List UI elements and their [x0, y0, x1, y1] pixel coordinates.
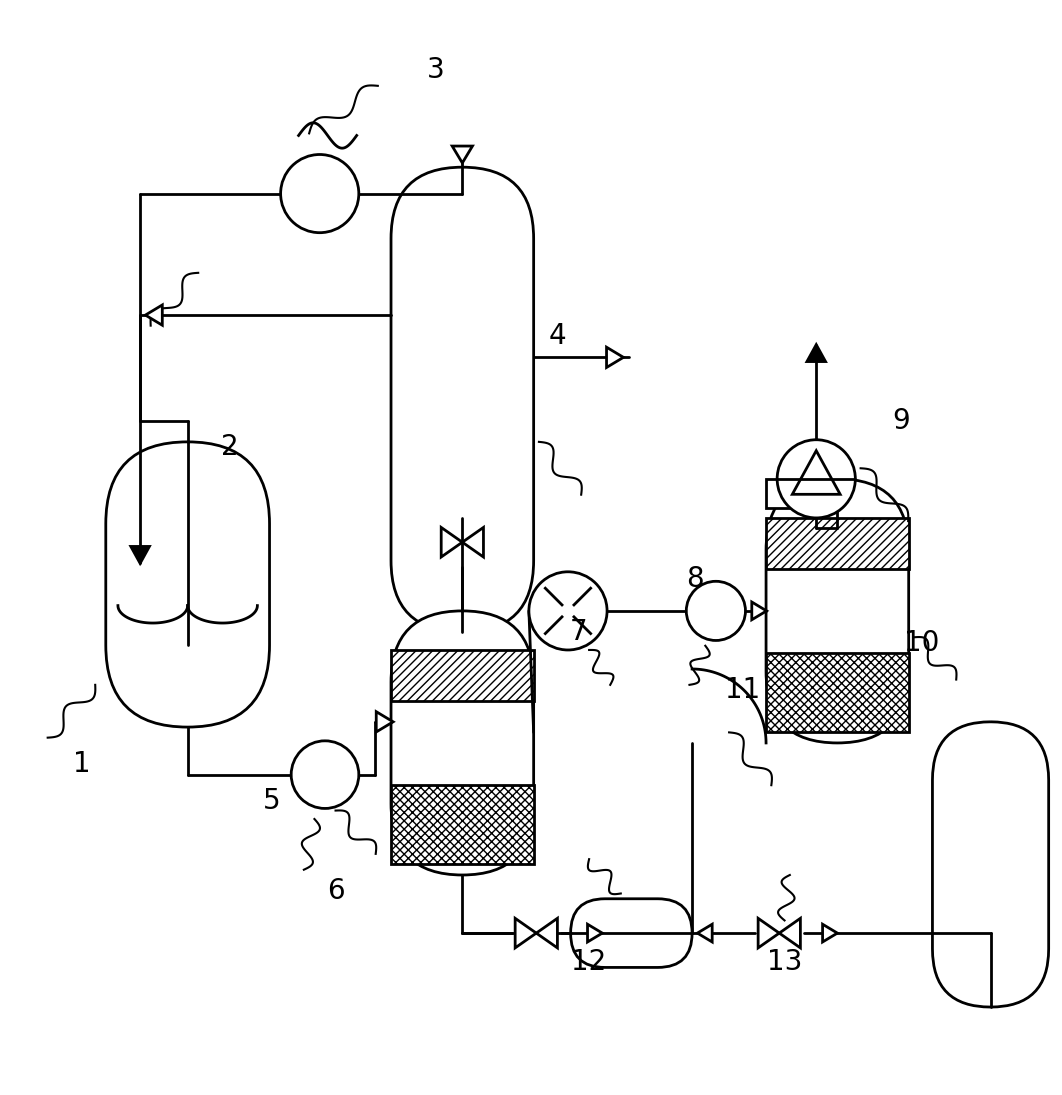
FancyBboxPatch shape [932, 722, 1048, 1007]
Circle shape [291, 741, 359, 808]
Text: 13: 13 [767, 947, 802, 976]
Bar [391, 785, 533, 864]
Polygon shape [792, 451, 840, 494]
Polygon shape [758, 919, 780, 948]
Polygon shape [536, 919, 558, 948]
Circle shape [529, 572, 607, 650]
Text: 4: 4 [549, 322, 566, 350]
Polygon shape [441, 528, 462, 557]
Text: 1: 1 [73, 750, 91, 779]
FancyBboxPatch shape [570, 899, 692, 968]
Polygon shape [131, 546, 150, 563]
Bar [766, 653, 909, 733]
Polygon shape [780, 919, 801, 948]
Text: 5: 5 [263, 787, 281, 815]
Polygon shape [752, 602, 767, 620]
FancyBboxPatch shape [106, 442, 270, 727]
Text: 12: 12 [571, 947, 606, 976]
Polygon shape [145, 304, 162, 325]
Text: 9: 9 [892, 406, 910, 435]
Text: 6: 6 [327, 877, 344, 904]
FancyBboxPatch shape [391, 611, 533, 875]
Text: 7: 7 [569, 618, 587, 646]
Polygon shape [823, 924, 837, 942]
Text: 3: 3 [427, 56, 445, 84]
Circle shape [777, 440, 855, 518]
Text: 10: 10 [904, 629, 940, 657]
Text: 2: 2 [221, 434, 239, 461]
Polygon shape [515, 919, 536, 948]
Circle shape [280, 154, 359, 232]
Polygon shape [452, 146, 473, 163]
Polygon shape [698, 924, 713, 942]
Circle shape [686, 581, 746, 641]
Bar [391, 650, 533, 701]
Bar [766, 479, 795, 508]
Polygon shape [587, 924, 602, 942]
Text: 8: 8 [686, 565, 703, 593]
FancyBboxPatch shape [766, 479, 909, 742]
Polygon shape [462, 528, 483, 557]
FancyBboxPatch shape [391, 168, 533, 632]
Polygon shape [606, 347, 623, 368]
Text: 11: 11 [724, 676, 760, 704]
Bar [766, 518, 909, 568]
Polygon shape [807, 345, 825, 361]
Polygon shape [376, 712, 393, 731]
